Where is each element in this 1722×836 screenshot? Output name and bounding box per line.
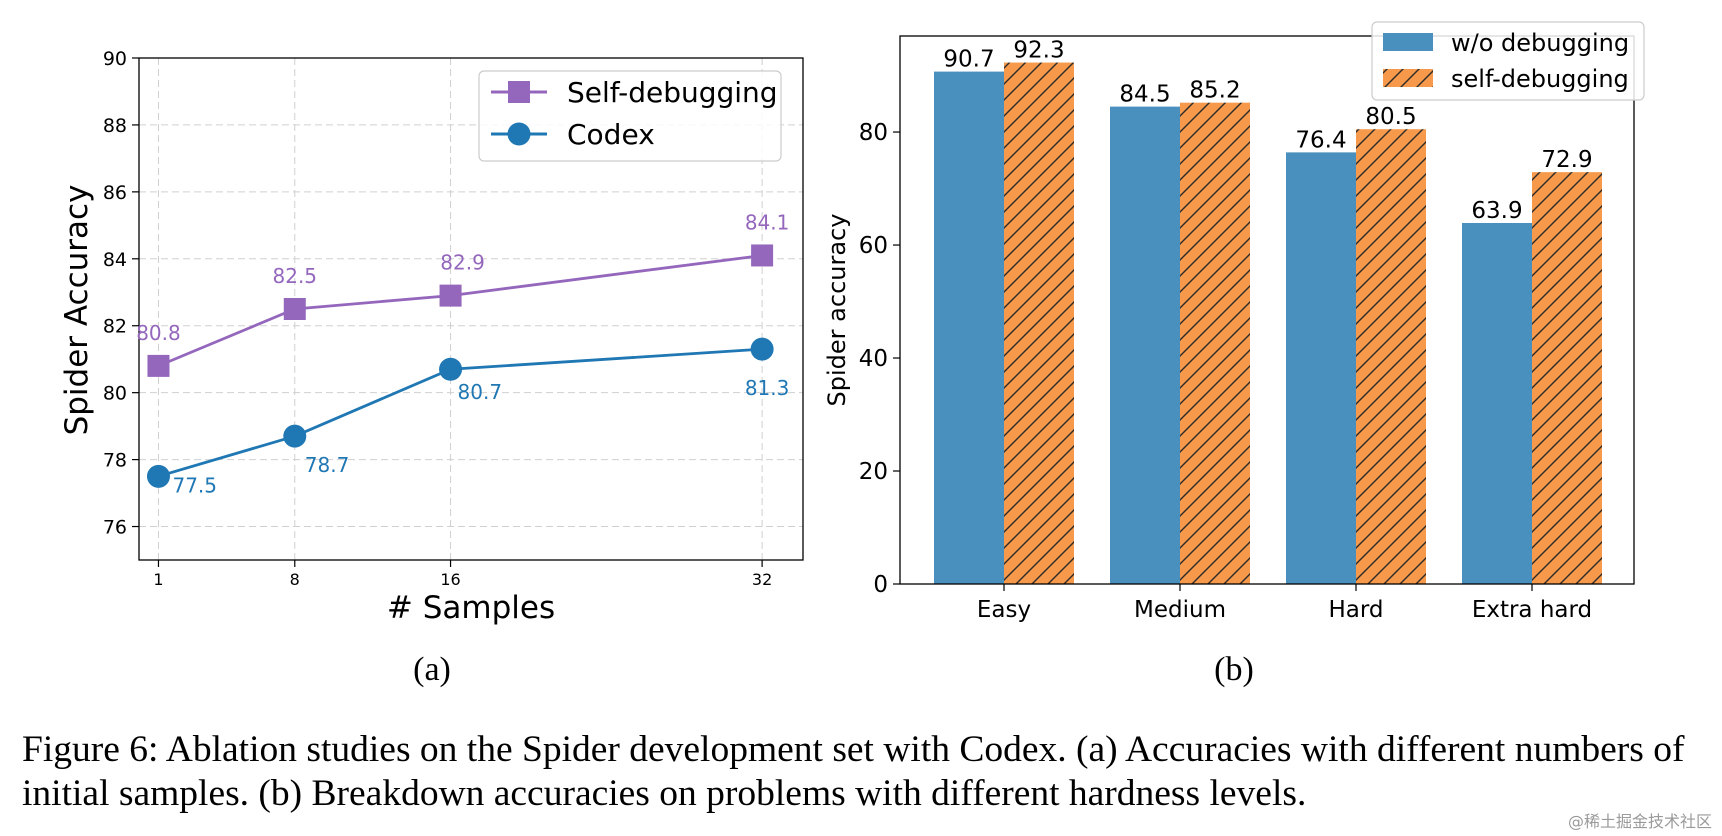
b-bar-wo-debugging bbox=[934, 71, 1004, 585]
line-chart-panel: 76 78 80 82 84 86 88 90 1 8 16 32 80.8 82.5 82.9 84.1… bbox=[59, 48, 804, 688]
a-data-label: 84.1 bbox=[745, 210, 790, 234]
a-data-label: 80.7 bbox=[458, 380, 503, 404]
b-x-tick-label: Medium bbox=[1134, 597, 1226, 623]
a-data-label: 82.5 bbox=[273, 264, 318, 288]
b-bar-wo-debugging bbox=[1286, 152, 1356, 584]
a-y-tick-label: 90 bbox=[103, 48, 127, 70]
b-y-axis-label: Spider accuracy bbox=[823, 214, 851, 407]
a-legend-marker-square bbox=[508, 81, 530, 103]
b-bar-wo-debugging bbox=[1462, 222, 1532, 585]
a-x-tick-label: 1 bbox=[153, 570, 163, 589]
b-bar-self-debugging bbox=[1004, 62, 1074, 585]
b-data-label: 92.3 bbox=[1013, 38, 1064, 64]
b-data-label: 85.2 bbox=[1189, 78, 1240, 104]
b-data-label: 80.5 bbox=[1365, 104, 1416, 130]
a-x-tick-label: 8 bbox=[290, 570, 300, 589]
b-data-label: 63.9 bbox=[1471, 198, 1522, 224]
b-bar-self-debugging bbox=[1356, 129, 1426, 584]
b-bar-self-debugging bbox=[1180, 102, 1250, 585]
a-x-tick-label: 32 bbox=[752, 570, 772, 589]
figure-canvas: 76 78 80 82 84 86 88 90 1 8 16 32 80.8 82.5 82.9 84.1… bbox=[59, 21, 1645, 688]
b-bars-layer: 90.7 92.3 84.5 85.2 76.4 80.5 63.9 72.9 bbox=[934, 38, 1602, 585]
b-legend: w/o debugging self-debugging bbox=[1371, 21, 1645, 101]
a-data-label: 80.8 bbox=[136, 321, 181, 345]
b-plot-frame bbox=[899, 35, 1635, 585]
a-line-codex bbox=[158, 347, 763, 478]
b-bar-wo-debugging bbox=[1110, 106, 1180, 584]
a-point-codex bbox=[750, 337, 774, 361]
a-point-self-debugging bbox=[751, 244, 774, 267]
a-point-codex bbox=[439, 357, 463, 381]
a-y-tick-label: 78 bbox=[103, 450, 127, 472]
watermark: @稀土掘金技术社区 bbox=[1567, 812, 1712, 831]
b-x-tick-label: Easy bbox=[977, 597, 1031, 623]
b-data-label: 76.4 bbox=[1295, 127, 1346, 153]
b-x-tick-label: Hard bbox=[1328, 597, 1383, 623]
a-legend-label-self-debugging: Self-debugging bbox=[567, 76, 778, 109]
b-y-tick-label: 0 bbox=[873, 572, 888, 598]
b-legend-label-self-debugging: self-debugging bbox=[1451, 65, 1629, 93]
a-legend: Self-debugging Codex bbox=[478, 70, 782, 162]
a-point-codex bbox=[146, 464, 170, 488]
b-x-tick-label: Extra hard bbox=[1472, 597, 1592, 623]
a-legend-marker-circle bbox=[507, 122, 531, 146]
b-data-label: 90.7 bbox=[943, 47, 994, 73]
b-data-label: 72.9 bbox=[1541, 147, 1592, 173]
a-y-tick-label: 86 bbox=[103, 182, 127, 204]
a-y-tick-label: 82 bbox=[103, 316, 127, 338]
b-y-tick-label: 20 bbox=[859, 459, 888, 485]
a-y-tick-label: 84 bbox=[103, 249, 127, 271]
a-x-ticks: 1 8 16 32 bbox=[153, 560, 772, 589]
a-y-tick-label: 76 bbox=[103, 517, 127, 539]
b-legend-box bbox=[1371, 21, 1645, 101]
a-legend-label-codex: Codex bbox=[567, 118, 655, 151]
b-data-label: 84.5 bbox=[1119, 82, 1170, 108]
a-point-codex bbox=[283, 424, 307, 448]
a-x-axis-label: # Samples bbox=[387, 590, 555, 626]
b-legend-swatch-wo-debugging bbox=[1383, 33, 1433, 51]
a-data-label: 78.7 bbox=[305, 453, 350, 477]
b-y-ticks: 0 20 40 60 80 bbox=[859, 120, 900, 598]
b-bar-self-debugging bbox=[1532, 172, 1602, 584]
bar-chart-panel: 0 20 40 60 80 90.7 92.3 84.5 85.2 76.4 80.5 63.9 72… bbox=[823, 21, 1645, 688]
a-x-tick-label: 16 bbox=[440, 570, 460, 589]
a-plot-frame bbox=[138, 57, 804, 561]
a-y-tick-label: 80 bbox=[103, 383, 127, 405]
b-legend-swatch-self-debugging bbox=[1383, 69, 1433, 87]
a-data-label: 82.9 bbox=[440, 251, 485, 275]
a-y-axis-label: Spider Accuracy bbox=[59, 185, 95, 436]
a-y-tick-label: 88 bbox=[103, 115, 127, 137]
a-data-label: 81.3 bbox=[745, 376, 790, 400]
b-y-tick-label: 60 bbox=[859, 233, 888, 259]
a-line-self-debugging bbox=[157, 254, 763, 368]
b-panel-label: (b) bbox=[1214, 651, 1254, 688]
a-point-self-debugging bbox=[147, 354, 170, 377]
b-y-tick-label: 80 bbox=[859, 120, 888, 146]
a-legend-box bbox=[478, 70, 782, 162]
a-point-self-debugging bbox=[283, 298, 306, 320]
a-point-self-debugging bbox=[439, 284, 462, 307]
a-data-label: 77.5 bbox=[172, 473, 217, 497]
figure-caption: Figure 6: Ablation studies on the Spider… bbox=[22, 729, 1685, 814]
a-panel-label: (a) bbox=[413, 651, 451, 688]
b-legend-label-wo-debugging: w/o debugging bbox=[1451, 29, 1629, 57]
b-x-ticks: Easy Medium Hard Extra hard bbox=[977, 584, 1592, 623]
a-y-ticks: 76 78 80 82 84 86 88 90 bbox=[103, 48, 139, 539]
a-series-layer: 80.8 82.5 82.9 84.1 77.5 78.7 80.7 81.3 bbox=[136, 210, 789, 497]
b-y-tick-label: 40 bbox=[859, 346, 888, 372]
